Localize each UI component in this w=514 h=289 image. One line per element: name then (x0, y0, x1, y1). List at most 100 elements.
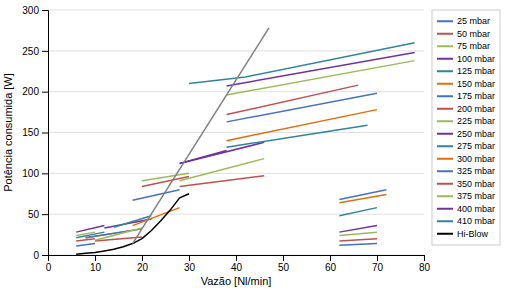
tick: 0 (33, 250, 48, 261)
tick-mark (42, 173, 48, 174)
series-line (133, 28, 269, 244)
series-line (104, 142, 264, 228)
legend-label: 25 mbar (457, 16, 490, 26)
legend-label: 350 mbar (457, 179, 495, 189)
tick: 20 (137, 255, 149, 273)
legend-swatch (437, 133, 453, 135)
tick-mark (95, 255, 96, 261)
legend-swatch (437, 33, 453, 35)
tick: 50 (278, 255, 290, 273)
legend-swatch (437, 58, 453, 60)
tick: 60 (325, 255, 337, 273)
grid-line (48, 50, 424, 51)
tick-label: 60 (325, 262, 337, 273)
legend-swatch (437, 145, 453, 147)
legend-frame (432, 10, 500, 245)
series-line (180, 52, 415, 163)
series-line (76, 226, 377, 233)
tick-mark (377, 255, 378, 261)
legend-label: 375 mbar (457, 191, 495, 201)
legend-label: 125 mbar (457, 66, 495, 76)
x-axis-title: Vazão [Nl/min] (201, 275, 272, 287)
x-axis: 0 10 20 30 40 50 60 70 80 (46, 255, 431, 273)
series-line (76, 244, 377, 246)
legend-swatch (437, 95, 453, 97)
grid-line (48, 214, 424, 215)
legend-swatch (437, 208, 453, 210)
tick-label: 300 (22, 5, 39, 16)
tick-mark (42, 92, 48, 93)
legend-label: 400 mbar (457, 204, 495, 214)
axis-line (42, 11, 49, 256)
tick-label: 250 (22, 46, 39, 57)
tick: 10 (90, 255, 102, 273)
tick: 300 (22, 5, 48, 16)
legend-label: 200 mbar (457, 104, 495, 114)
tick: 200 (22, 86, 48, 97)
tick-label: 80 (419, 262, 431, 273)
tick-label: 50 (278, 262, 290, 273)
tick-label: 30 (184, 262, 196, 273)
tick-mark (42, 214, 48, 215)
tick: 30 (184, 255, 196, 273)
legend-label: 325 mbar (457, 166, 495, 176)
series-line (95, 159, 264, 241)
tick-mark (42, 133, 48, 134)
tick-label: 10 (90, 262, 102, 273)
tick-label: 100 (22, 168, 39, 179)
tick-mark (424, 255, 425, 261)
series-line (189, 43, 415, 84)
legend-swatch (437, 83, 453, 85)
legend-swatch (437, 195, 453, 197)
tick: 150 (22, 127, 48, 138)
series-line (95, 176, 264, 241)
tick: 70 (372, 255, 384, 273)
tick-mark (283, 255, 284, 261)
legend-swatch (437, 183, 453, 185)
tick-label: 0 (46, 262, 52, 273)
tick-mark (42, 51, 48, 52)
legend-label: 410 mbar (457, 216, 495, 226)
tick-mark (189, 255, 190, 261)
tick: 250 (22, 46, 48, 57)
legend-swatch (437, 120, 453, 122)
tick-label: 200 (22, 86, 39, 97)
tick: 50 (28, 209, 48, 220)
series-line (142, 85, 358, 186)
legend-swatch (437, 70, 453, 72)
tick-mark (330, 255, 331, 261)
tick-mark (236, 255, 237, 261)
legend-label: 250 mbar (457, 129, 495, 139)
grid-line (48, 91, 424, 92)
legend-swatch (437, 220, 453, 222)
legend-label: 150 mbar (457, 79, 495, 89)
tick: 80 (419, 255, 431, 273)
series-line (133, 110, 377, 226)
axis-line (49, 256, 425, 262)
legend-swatch (437, 108, 453, 110)
tick-label: 20 (137, 262, 149, 273)
legend-label: 275 mbar (457, 141, 495, 151)
grid (48, 10, 424, 255)
tick-label: 40 (231, 262, 243, 273)
grid-line (48, 173, 424, 174)
legend-label: 225 mbar (457, 116, 495, 126)
legend-label: 75 mbar (457, 41, 490, 51)
y-axis: 0 50 100 150 200 250 300 (22, 5, 48, 261)
grid-line (48, 10, 424, 11)
series-line (76, 194, 189, 254)
tick-label: 150 (22, 127, 39, 138)
legend-label: 300 mbar (457, 154, 495, 164)
legend-label: 50 mbar (457, 29, 490, 39)
y-axis-title: Potência consumida [W] (2, 73, 14, 192)
tick: 40 (231, 255, 243, 273)
tick-label: 50 (28, 209, 40, 220)
plot: 0 10 20 30 40 50 60 70 80 0 50 100 150 200 250 300 (22, 5, 430, 273)
tick-label: 0 (33, 250, 39, 261)
tick-mark (42, 10, 48, 11)
legend-swatch (437, 233, 453, 235)
chart: 0 10 20 30 40 50 60 70 80 0 50 100 150 200 250 300 Vazão… (0, 0, 514, 289)
lines (76, 28, 414, 254)
legend-label: 175 mbar (457, 91, 495, 101)
tick-label: 70 (372, 262, 384, 273)
